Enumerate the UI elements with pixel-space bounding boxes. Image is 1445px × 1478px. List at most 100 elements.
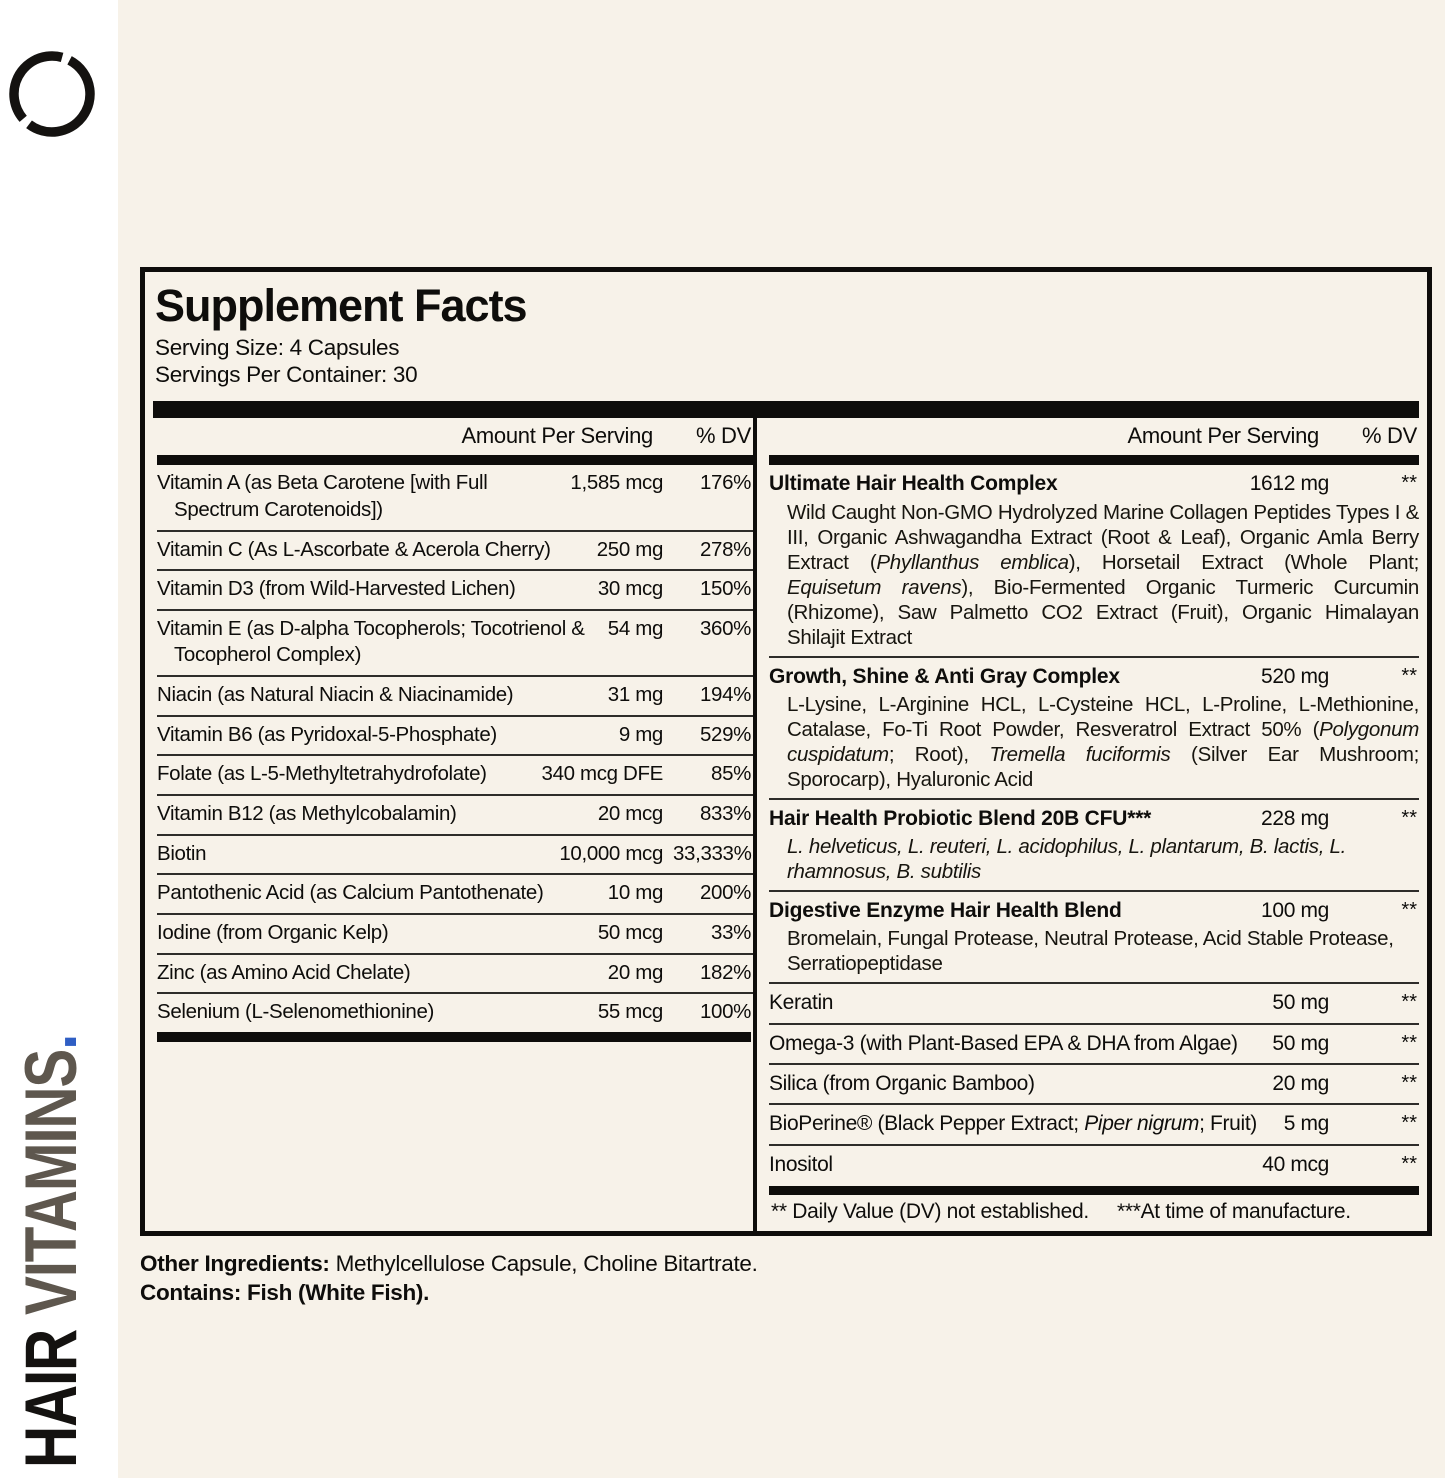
footnote: ** Daily Value (DV) not established. ***… <box>769 1195 1419 1231</box>
other-ingredients-line: Other Ingredients: Methylcellulose Capsu… <box>140 1249 1432 1278</box>
panel-title: Supplement Facts <box>155 280 528 331</box>
nutrient-row: Iodine (from Organic Kelp) 50 mcg 33% <box>157 912 753 953</box>
serving-size: Serving Size: 4 Capsules <box>155 335 400 361</box>
blend-row: Ultimate Hair Health Complex 1612 mg ** Wil… <box>769 465 1419 655</box>
ingredient-name: Vitamin B12 (as Methylcobalamin) <box>157 802 457 826</box>
ingredient-description: Wild Caught Non-GMO Hydrolyzed Marine Co… <box>787 500 1420 649</box>
dv-value: 85% <box>711 762 751 786</box>
dv-value: 194% <box>699 683 751 707</box>
blend-row: BioPerine® (Black Pepper Extract; Piper … <box>769 1103 1419 1143</box>
ingredient-name: BioPerine® (Black Pepper Extract; Piper … <box>769 1112 1257 1136</box>
amount-value: 1612 mg <box>1249 472 1330 496</box>
dv-value: ** <box>1401 1072 1417 1095</box>
thick-divider-bar <box>153 401 1419 419</box>
nutrient-row: Biotin 10,000 mcg 33,333% <box>157 833 753 874</box>
ingredient-name: Growth, Shine & Anti Gray Complex <box>769 664 1120 688</box>
dv-value: 200% <box>699 881 751 905</box>
product-line-vitamins: VITAMINS <box>11 1049 92 1331</box>
brand-period-dot: . <box>11 1034 92 1050</box>
nutrient-row: Vitamin C (As L-Ascorbate & Acerola Cher… <box>157 529 753 570</box>
nutrient-row: Folate (as L-5-Methyltetrahydrofolate) 34… <box>157 754 753 794</box>
blend-row: Keratin 50 mg ** <box>769 982 1419 1022</box>
ingredient-name: Silica (from Organic Bamboo) <box>769 1072 1035 1096</box>
percent-dv-header: % DV <box>1361 423 1417 449</box>
nutrient-row: Vitamin D3 (from Wild-Harvested Lichen) 3… <box>157 569 753 609</box>
dv-value: ** <box>1401 991 1417 1014</box>
amount-value: 55 mcg <box>597 1000 663 1024</box>
ingredient-description: L-Lysine, L-Arginine HCL, L-Cysteine HCL… <box>787 692 1419 791</box>
ingredient-name: Digestive Enzyme Hair Health Blend <box>769 899 1122 923</box>
blend-rows: Ultimate Hair Health Complex 1612 mg ** Wil… <box>769 465 1419 1184</box>
amount-value: 50 mg <box>1272 1031 1329 1055</box>
nutrient-row: Vitamin B6 (as Pyridoxal-5-Phosphate) 9 m… <box>157 714 753 755</box>
amount-value: 228 mg <box>1261 806 1329 830</box>
blend-row: Digestive Enzyme Hair Health Blend 100 mg… <box>769 890 1419 982</box>
product-name-vertical: HAIR VITAMINS. <box>11 927 92 1468</box>
other-ingredients-label: Other Ingredients: <box>140 1250 330 1276</box>
right-column: Amount Per Serving % DV Ultimate Hair He… <box>753 418 1419 1231</box>
left-column: Amount Per Serving % DV Vitamin A (as Be… <box>153 418 753 1231</box>
contains-line: Contains: Fish (White Fish). <box>140 1280 430 1306</box>
amount-value: 50 mg <box>1272 991 1329 1015</box>
ingredient-name: Iodine (from Organic Kelp) <box>157 920 389 944</box>
amount-per-serving-header: Amount Per Serving <box>1127 423 1320 449</box>
label-main: Supplement Facts Serving Size: 4 Capsule… <box>140 267 1432 1307</box>
vitamin-mineral-rows: Vitamin A (as Beta Carotene [with Full S… <box>157 465 753 1032</box>
ingredient-name: Ultimate Hair Health Complex <box>769 472 1058 496</box>
ingredient-name: Keratin <box>769 991 834 1015</box>
nutrient-row: Vitamin B12 (as Methylcobalamin) 20 mcg 83… <box>157 794 753 834</box>
brand-logo <box>8 50 96 138</box>
nutrient-row: Vitamin A (as Beta Carotene [with Full S… <box>157 465 753 529</box>
amount-per-serving-header: Amount Per Serving <box>461 423 654 449</box>
amount-value: 5 mg <box>1283 1112 1330 1136</box>
ingredient-name: Inositol <box>769 1152 833 1176</box>
ingredient-name: Vitamin D3 (from Wild-Harvested Lichen) <box>157 577 516 601</box>
ingredient-description: Bromelain, Fungal Protease, Neutral Prot… <box>787 927 1394 976</box>
ingredient-name: Vitamin E (as D-alpha Tocopherols; Tocot… <box>157 616 585 667</box>
nutrient-row: Niacin (as Natural Niacin & Niacinamide)… <box>157 675 753 715</box>
product-line-hair: HAIR <box>11 1330 92 1468</box>
thick-divider-bar <box>769 455 1419 466</box>
amount-value: 20 mcg <box>597 802 663 826</box>
dv-value: ** <box>1401 472 1417 495</box>
dv-value: ** <box>1401 664 1417 687</box>
below-panel-text: Other Ingredients: Methylcellulose Capsu… <box>140 1249 1432 1308</box>
thick-divider-bar <box>157 1031 751 1042</box>
supplement-facts-panel: Supplement Facts Serving Size: 4 Capsule… <box>140 267 1432 1236</box>
ingredient-name: Omega-3 (with Plant-Based EPA & DHA from… <box>769 1031 1238 1055</box>
amount-value: 9 mg <box>618 722 664 746</box>
ingredient-name: Pantothenic Acid (as Calcium Pantothenat… <box>157 881 544 905</box>
amount-value: 31 mg <box>607 683 664 707</box>
ingredient-name: Niacin (as Natural Niacin & Niacinamide) <box>157 683 514 707</box>
amount-value: 40 mcg <box>1262 1152 1329 1176</box>
ingredient-name: Vitamin B6 (as Pyridoxal-5-Phosphate) <box>157 722 497 746</box>
dv-value: ** <box>1401 899 1417 922</box>
broken-circle-icon <box>9 51 95 137</box>
footnote-manufacture: ***At time of manufacture. <box>1116 1199 1351 1223</box>
ingredient-name: Zinc (as Amino Acid Chelate) <box>157 960 411 984</box>
blend-row: Omega-3 (with Plant-Based EPA & DHA from… <box>769 1022 1419 1063</box>
nutrient-row: Selenium (L-Selenomethionine) 55 mcg 100% <box>157 992 753 1032</box>
left-column-header: Amount Per Serving % DV <box>157 418 753 455</box>
amount-value: 54 mg <box>607 616 664 640</box>
dv-value: 278% <box>699 537 751 561</box>
right-column-header: Amount Per Serving % DV <box>769 418 1419 455</box>
amount-value: 30 mcg <box>597 577 663 601</box>
ingredient-description: L. helveticus, L. reuteri, L. acidophilu… <box>787 835 1346 884</box>
amount-value: 20 mg <box>607 960 664 984</box>
other-ingredients-value: Methylcellulose Capsule, Choline Bitartr… <box>329 1250 758 1276</box>
dv-value: 529% <box>699 722 751 746</box>
ingredient-name: Biotin <box>157 841 207 865</box>
nutrient-row: Vitamin E (as D-alpha Tocopherols; Tocot… <box>157 608 753 675</box>
facts-columns: Amount Per Serving % DV Vitamin A (as Be… <box>153 418 1419 1231</box>
blend-row: Silica (from Organic Bamboo) 20 mg ** <box>769 1063 1419 1103</box>
ingredient-name: Selenium (L-Selenomethionine) <box>157 1000 435 1024</box>
percent-dv-header: % DV <box>695 423 751 449</box>
ingredient-name: Folate (as L-5-Methyltetrahydrofolate) <box>157 762 487 786</box>
ingredient-name: Vitamin C (As L-Ascorbate & Acerola Cher… <box>157 537 551 561</box>
dv-value: 182% <box>699 960 751 984</box>
dv-value: 176% <box>699 471 751 495</box>
dv-value: ** <box>1401 1031 1417 1054</box>
dv-value: 33% <box>711 920 751 944</box>
thick-divider-bar <box>769 1185 1419 1195</box>
